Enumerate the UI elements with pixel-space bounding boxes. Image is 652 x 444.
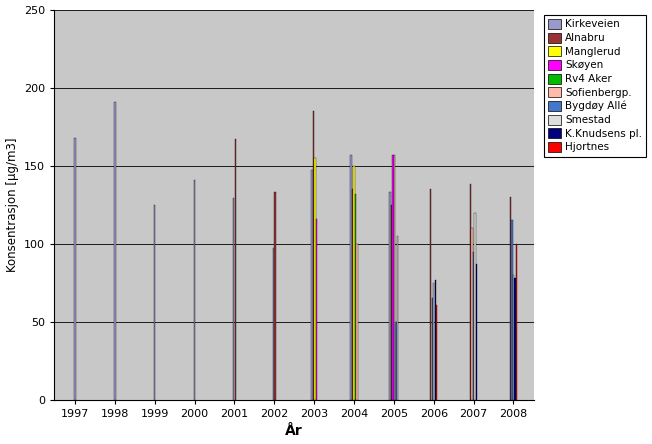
Bar bbox=[391, 205, 393, 400]
Bar bbox=[470, 184, 471, 400]
Bar bbox=[355, 194, 356, 400]
Bar bbox=[516, 244, 517, 400]
Bar bbox=[397, 236, 398, 400]
Bar bbox=[194, 180, 195, 400]
Bar bbox=[512, 275, 514, 400]
Bar bbox=[313, 111, 314, 400]
Bar bbox=[316, 219, 317, 400]
Bar bbox=[473, 252, 474, 400]
Bar bbox=[511, 220, 512, 400]
Bar bbox=[471, 228, 473, 400]
Y-axis label: Konsentrasjon [µg/m3]: Konsentrasjon [µg/m3] bbox=[6, 138, 18, 272]
Bar bbox=[393, 155, 394, 400]
Bar bbox=[350, 155, 351, 400]
Bar bbox=[357, 244, 358, 400]
Bar bbox=[476, 264, 477, 400]
Bar bbox=[510, 197, 511, 400]
Bar bbox=[475, 213, 476, 400]
Bar bbox=[74, 138, 76, 400]
Bar bbox=[394, 155, 395, 400]
Bar bbox=[235, 139, 236, 400]
Bar bbox=[311, 170, 312, 400]
Bar bbox=[353, 166, 355, 400]
Bar bbox=[435, 280, 436, 400]
Bar bbox=[274, 192, 276, 400]
Bar bbox=[389, 192, 391, 400]
Bar bbox=[114, 102, 115, 400]
Bar bbox=[314, 158, 316, 400]
Bar bbox=[273, 249, 274, 400]
Bar bbox=[432, 298, 433, 400]
Bar bbox=[514, 278, 516, 400]
Bar bbox=[436, 305, 437, 400]
Bar bbox=[433, 283, 434, 400]
Bar bbox=[154, 205, 155, 400]
Bar bbox=[233, 198, 234, 400]
Legend: Kirkeveien, Alnabru, Manglerud, Skøyen, Rv4 Aker, Sofienbergp., Bygdøy Allé, Sme: Kirkeveien, Alnabru, Manglerud, Skøyen, … bbox=[544, 15, 646, 157]
Bar bbox=[352, 189, 353, 400]
Bar bbox=[396, 322, 397, 400]
X-axis label: År: År bbox=[286, 424, 303, 438]
Bar bbox=[430, 189, 432, 400]
